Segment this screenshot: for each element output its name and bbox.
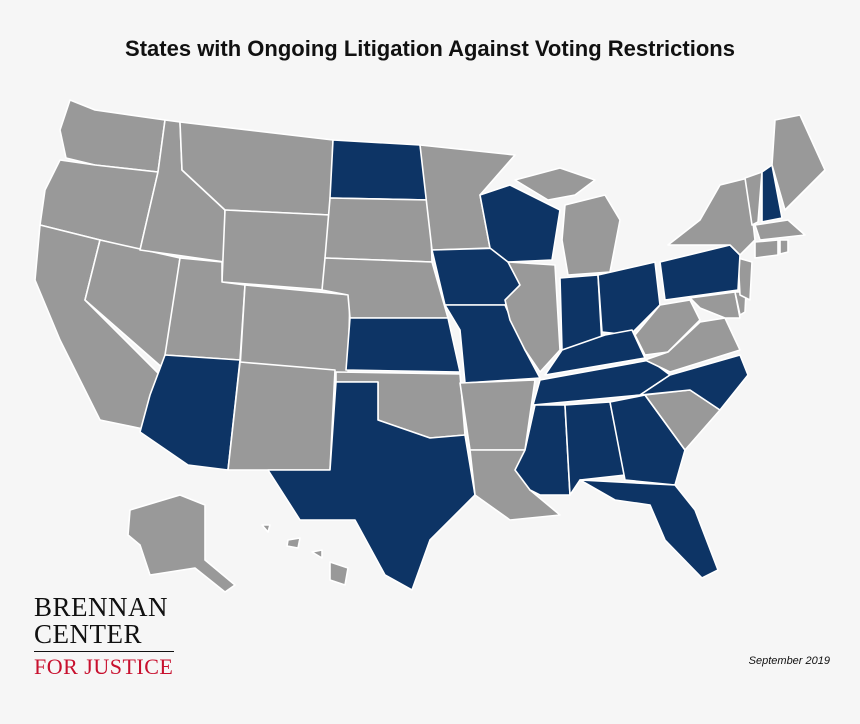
state-kansas[interactable]: [345, 317, 461, 373]
state-south-dakota[interactable]: [324, 197, 433, 263]
state-texas[interactable]: [267, 381, 476, 591]
state-florida[interactable]: [579, 479, 719, 579]
state-new-mexico[interactable]: [227, 361, 336, 471]
state-north-dakota[interactable]: [329, 139, 431, 201]
state-new-jersey[interactable]: [737, 257, 753, 301]
state-maryland[interactable]: [689, 291, 741, 319]
state-georgia[interactable]: [609, 394, 686, 486]
state-wisconsin[interactable]: [479, 184, 561, 263]
logo-rule: [34, 651, 174, 652]
state-kentucky[interactable]: [544, 329, 646, 376]
state-alabama[interactable]: [564, 401, 626, 496]
state-michigan-up[interactable]: [514, 167, 596, 201]
state-massachusetts[interactable]: [754, 219, 806, 241]
state-missouri[interactable]: [444, 304, 541, 384]
state-north-carolina[interactable]: [639, 354, 749, 411]
state-colorado[interactable]: [239, 284, 351, 376]
logo-line3: FOR JUSTICE: [34, 654, 174, 679]
state-hawaii-1[interactable]: [261, 524, 271, 533]
date-label: September 2019: [748, 655, 830, 667]
state-alaska[interactable]: [127, 494, 236, 593]
state-arizona[interactable]: [139, 354, 241, 471]
brennan-center-logo: BRENNAN CENTER FOR JUSTICE: [34, 594, 174, 678]
state-maine[interactable]: [771, 114, 826, 211]
state-arkansas[interactable]: [459, 379, 536, 451]
state-hawaii-3[interactable]: [311, 549, 323, 559]
state-west-virginia[interactable]: [634, 299, 701, 356]
state-new-york[interactable]: [667, 177, 756, 256]
state-michigan[interactable]: [561, 194, 621, 276]
state-new-hampshire[interactable]: [761, 164, 783, 223]
state-ohio[interactable]: [597, 261, 661, 336]
state-illinois[interactable]: [504, 261, 561, 373]
logo-line2: CENTER: [34, 619, 142, 649]
state-rhode-island[interactable]: [779, 239, 789, 255]
state-hawaii-2[interactable]: [286, 537, 301, 549]
map-title: States with Ongoing Litigation Against V…: [125, 36, 735, 61]
state-vermont[interactable]: [744, 171, 763, 226]
state-hawaii-4[interactable]: [329, 561, 349, 586]
state-washington[interactable]: [59, 99, 166, 173]
logo-line1: BRENNAN: [34, 592, 169, 622]
state-pennsylvania[interactable]: [659, 244, 741, 301]
state-wyoming[interactable]: [221, 209, 331, 291]
state-connecticut[interactable]: [754, 239, 779, 259]
